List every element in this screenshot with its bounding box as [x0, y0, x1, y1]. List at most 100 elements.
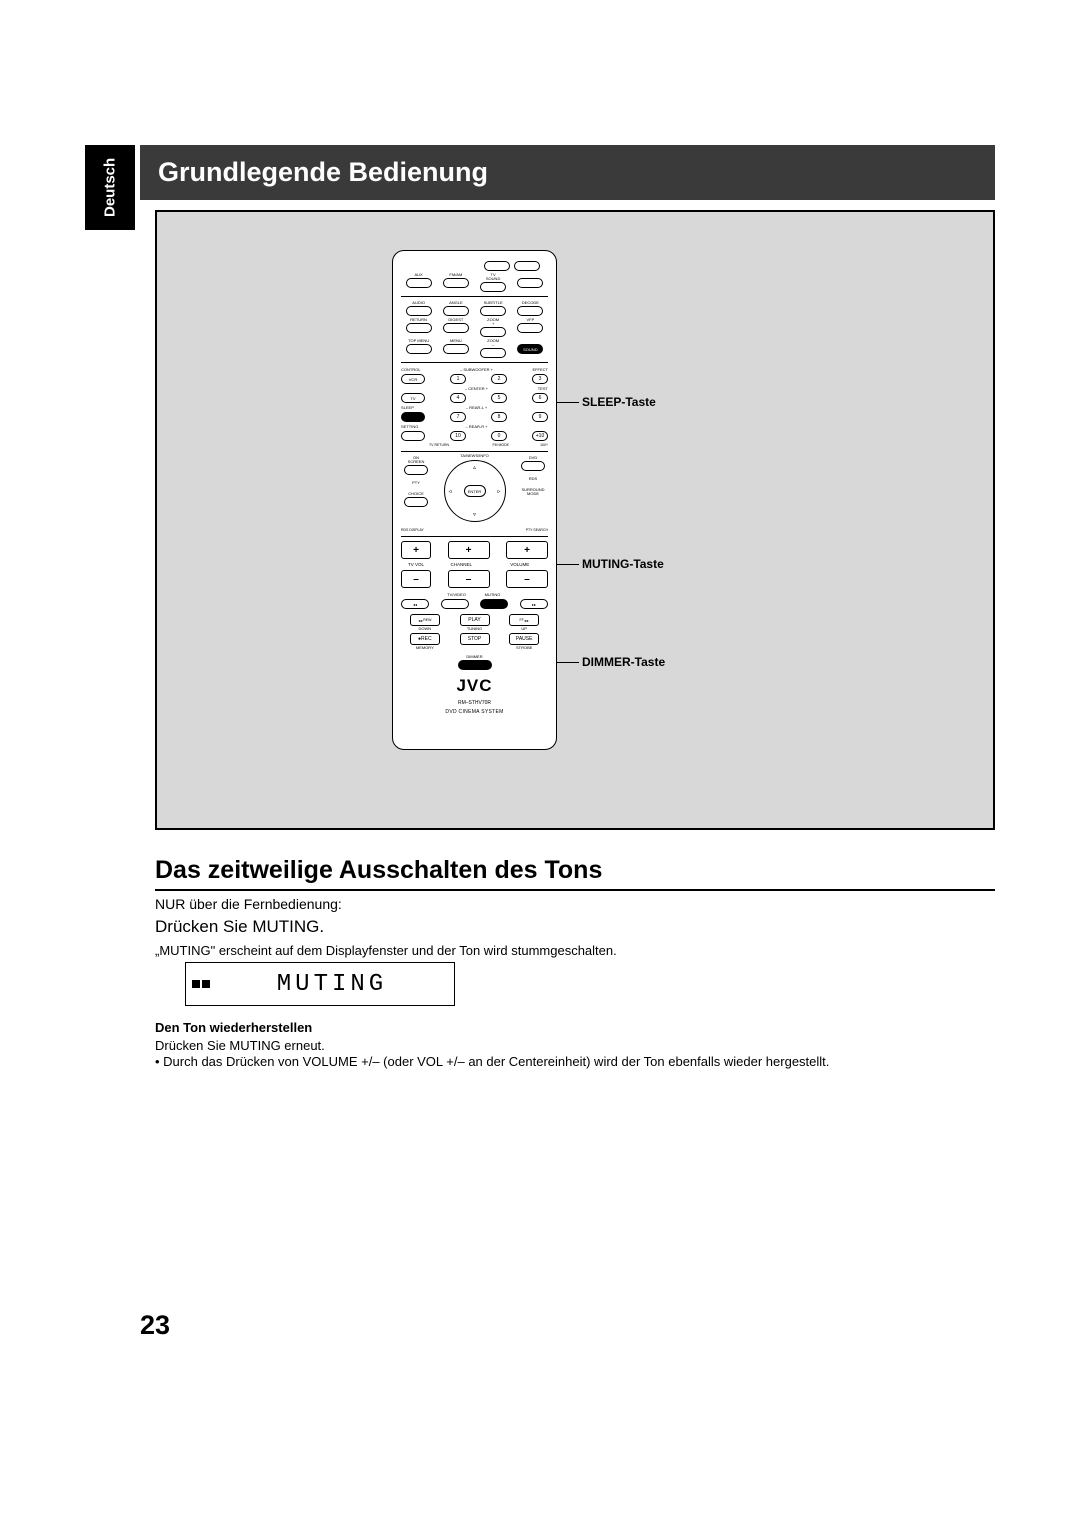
muting-button	[480, 599, 508, 609]
callout-sleep: SLEEP-Taste	[582, 395, 656, 409]
restore-heading: Den Ton wiederherstellen	[155, 1020, 312, 1035]
vfp-label: VFP	[526, 318, 534, 322]
section-heading: Das zeitweilige Ausschalten des Tons	[155, 856, 995, 891]
menu-label: MENU	[450, 339, 462, 343]
decode-button	[517, 306, 543, 316]
tvvideo-button	[441, 599, 469, 609]
dpad-ring: TA/NEWS/INFO ▵ ▿ ◃ ▹ ENTER	[433, 456, 516, 526]
fmam-button	[443, 278, 469, 288]
memory-label: MEMORY	[416, 646, 434, 650]
subtitle-label: SUBTITLE	[484, 301, 503, 305]
return-label: RETURN	[410, 318, 427, 322]
aux-button	[406, 278, 432, 288]
setting-label: SETTING	[401, 424, 427, 429]
angle-label: ANGLE	[449, 301, 463, 305]
rearl-label: – REAR-L +	[429, 405, 524, 410]
down-label: DOWN	[419, 627, 432, 631]
surround-label: SURROUND MODE	[521, 488, 544, 496]
volume-label: VOLUME	[492, 562, 549, 567]
effect-label: EFFECT	[526, 367, 548, 372]
sleep-button	[401, 412, 425, 422]
dimmer-label: DIMMER	[466, 655, 482, 659]
ptysearch-label: PTY SEARCH	[476, 528, 549, 532]
play-button: PLAY	[460, 614, 490, 626]
zoomplus-label: ZOOM +	[487, 318, 499, 326]
restore-bullet: • Durch das Drücken von VOLUME +/– (oder…	[155, 1054, 829, 1069]
angle-button	[443, 306, 469, 316]
rds-label: RDS	[529, 477, 537, 481]
audio-label: AUDIO	[412, 301, 425, 305]
num-10: 10	[450, 431, 466, 441]
rec-button: ●REC	[410, 633, 440, 645]
channel-label: CHANNEL	[433, 562, 490, 567]
num-2: 2	[491, 374, 507, 384]
channel-minus: –	[448, 570, 490, 588]
tvsound-button	[480, 282, 506, 292]
dvd-button	[521, 461, 545, 471]
control-label: CONTROL	[401, 367, 427, 372]
indicator-1	[192, 980, 200, 988]
fmam-label: FM/AM	[449, 273, 462, 277]
up-label: UP	[521, 627, 527, 631]
remote-control: AUX FM/AM TV SOUND AUDIO ANGLE SUBTITLE …	[392, 250, 557, 750]
tv-button: TV	[401, 393, 425, 403]
onscreen-label: ON SCREEN	[408, 456, 425, 464]
page-title: Grundlegende Bedienung	[158, 157, 488, 188]
topmenu-label: TOP MENU	[408, 339, 429, 343]
decode-label: DECODE	[522, 301, 539, 305]
standby-button-3	[517, 278, 543, 288]
callout-dimmer: DIMMER-Taste	[582, 655, 665, 669]
num-8: 8	[491, 412, 507, 422]
pause-button: PAUSE	[509, 633, 539, 645]
page-number: 23	[140, 1310, 170, 1341]
onscreen-button	[404, 465, 428, 475]
num-5: 5	[491, 393, 507, 403]
ff-button: FF▸▸	[509, 614, 539, 626]
display-indicator-box: MUTING	[185, 962, 455, 1006]
model-label: RM–STHV70R	[401, 700, 548, 706]
aux-label: AUX	[415, 273, 423, 277]
enter-button: ENTER	[464, 485, 486, 497]
system-label: DVD CINEMA SYSTEM	[401, 709, 548, 715]
digest-label: DIGEST	[448, 318, 463, 322]
rearr-label: – REAR-R +	[429, 424, 524, 429]
num-3: 3	[532, 374, 548, 384]
stop-button: STOP	[460, 633, 490, 645]
digest-button	[443, 323, 469, 333]
tanews-label: TA/NEWS/INFO	[460, 454, 489, 458]
channel-plus: +	[448, 541, 490, 559]
topmenu-button	[406, 344, 432, 354]
center-label: – CENTER +	[429, 386, 524, 391]
num-plus10: +10	[532, 431, 548, 441]
standby-button-1	[484, 261, 510, 271]
remote-figure: SLEEP-Taste MUTING-Taste DIMMER-Taste AU…	[155, 210, 995, 830]
volume-plus: +	[506, 541, 548, 559]
zoomminus-button	[480, 348, 506, 358]
volume-minus: –	[506, 570, 548, 588]
fmmode-label: FM MODE	[478, 443, 525, 447]
restore-line: Drücken Sie MUTING erneut.	[155, 1037, 325, 1055]
sleep-label: SLEEP	[401, 405, 427, 410]
display-text: MUTING	[210, 971, 454, 998]
standby-button-2	[514, 261, 540, 271]
audio-button	[406, 306, 432, 316]
vcr-button: VCR	[401, 374, 425, 384]
muting-label: MUTING	[476, 592, 510, 597]
callout-muting: MUTING-Taste	[582, 557, 664, 571]
choice-button	[404, 497, 428, 507]
tvvol-minus: –	[401, 570, 431, 588]
choice-label: CHOICE	[408, 492, 424, 496]
setting-button	[401, 431, 425, 441]
zoomminus-label: ZOOM –	[487, 339, 499, 347]
page-title-bar: Grundlegende Bedienung	[140, 145, 995, 200]
sound-button: SOUND	[517, 344, 543, 354]
brand-logo: JVC	[401, 676, 548, 696]
num-1: 1	[450, 374, 466, 384]
language-tab: Deutsch	[85, 145, 135, 230]
strobe-label: STROBE	[516, 646, 532, 650]
return-button	[406, 323, 432, 333]
num-9: 9	[532, 412, 548, 422]
num-7: 7	[450, 412, 466, 422]
num-0: 0	[491, 431, 507, 441]
num-4: 4	[450, 393, 466, 403]
